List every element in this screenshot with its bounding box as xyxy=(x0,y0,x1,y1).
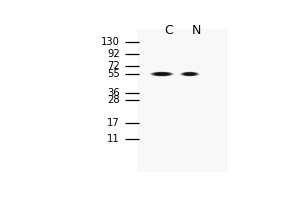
FancyBboxPatch shape xyxy=(137,29,228,172)
Text: 72: 72 xyxy=(107,61,120,71)
Ellipse shape xyxy=(152,72,171,76)
Text: 17: 17 xyxy=(107,118,120,128)
Text: 92: 92 xyxy=(107,49,120,59)
Ellipse shape xyxy=(153,72,171,76)
Text: C: C xyxy=(164,24,173,37)
Ellipse shape xyxy=(182,72,198,76)
Text: 11: 11 xyxy=(107,134,120,144)
Text: 28: 28 xyxy=(107,95,120,105)
Text: 130: 130 xyxy=(101,37,120,47)
Ellipse shape xyxy=(182,72,197,76)
Ellipse shape xyxy=(180,72,199,76)
Text: N: N xyxy=(192,24,202,37)
Text: 55: 55 xyxy=(107,69,120,79)
Ellipse shape xyxy=(156,73,168,75)
Ellipse shape xyxy=(183,72,196,76)
Ellipse shape xyxy=(184,73,196,76)
Ellipse shape xyxy=(184,73,195,75)
Ellipse shape xyxy=(154,73,169,76)
Ellipse shape xyxy=(185,73,195,75)
Ellipse shape xyxy=(150,72,174,76)
Ellipse shape xyxy=(154,72,170,76)
Ellipse shape xyxy=(156,73,168,75)
Text: 36: 36 xyxy=(107,88,120,98)
Ellipse shape xyxy=(183,72,197,76)
Ellipse shape xyxy=(152,72,172,76)
Ellipse shape xyxy=(151,72,172,76)
Ellipse shape xyxy=(181,72,199,76)
Ellipse shape xyxy=(180,72,200,76)
Ellipse shape xyxy=(155,73,169,75)
Ellipse shape xyxy=(185,73,195,75)
Ellipse shape xyxy=(151,72,173,76)
Ellipse shape xyxy=(149,71,175,77)
